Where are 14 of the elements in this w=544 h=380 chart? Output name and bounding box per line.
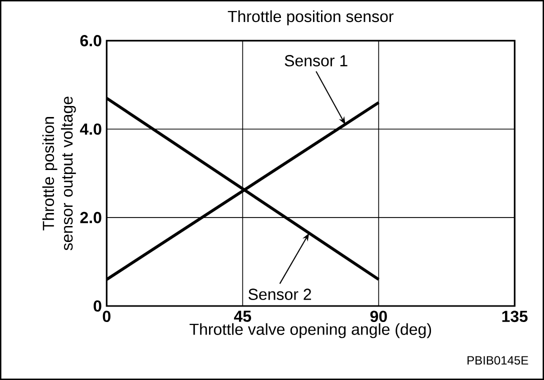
y-tick-label: 4.0 xyxy=(80,123,102,135)
annotation: Sensor 1 xyxy=(284,55,348,66)
y-tick-label: 0 xyxy=(94,300,102,312)
y-axis-title: Throttle position sensor output voltage xyxy=(42,96,76,250)
x-tick-label: 45 xyxy=(234,310,252,322)
x-tick-label: 90 xyxy=(370,310,387,322)
x-tick-label: 0 xyxy=(102,310,110,322)
text: PBIB0145E xyxy=(468,356,528,365)
annotation: Sensor 2 xyxy=(248,288,312,300)
y-tick-label: 6.0 xyxy=(80,35,102,46)
x-tick-label: 135 xyxy=(502,310,528,322)
y-tick-label: 2.0 xyxy=(80,212,102,224)
x-axis-title: Throttle valve opening angle (deg) xyxy=(190,323,432,338)
chart-title: Throttle position sensor xyxy=(228,10,394,26)
